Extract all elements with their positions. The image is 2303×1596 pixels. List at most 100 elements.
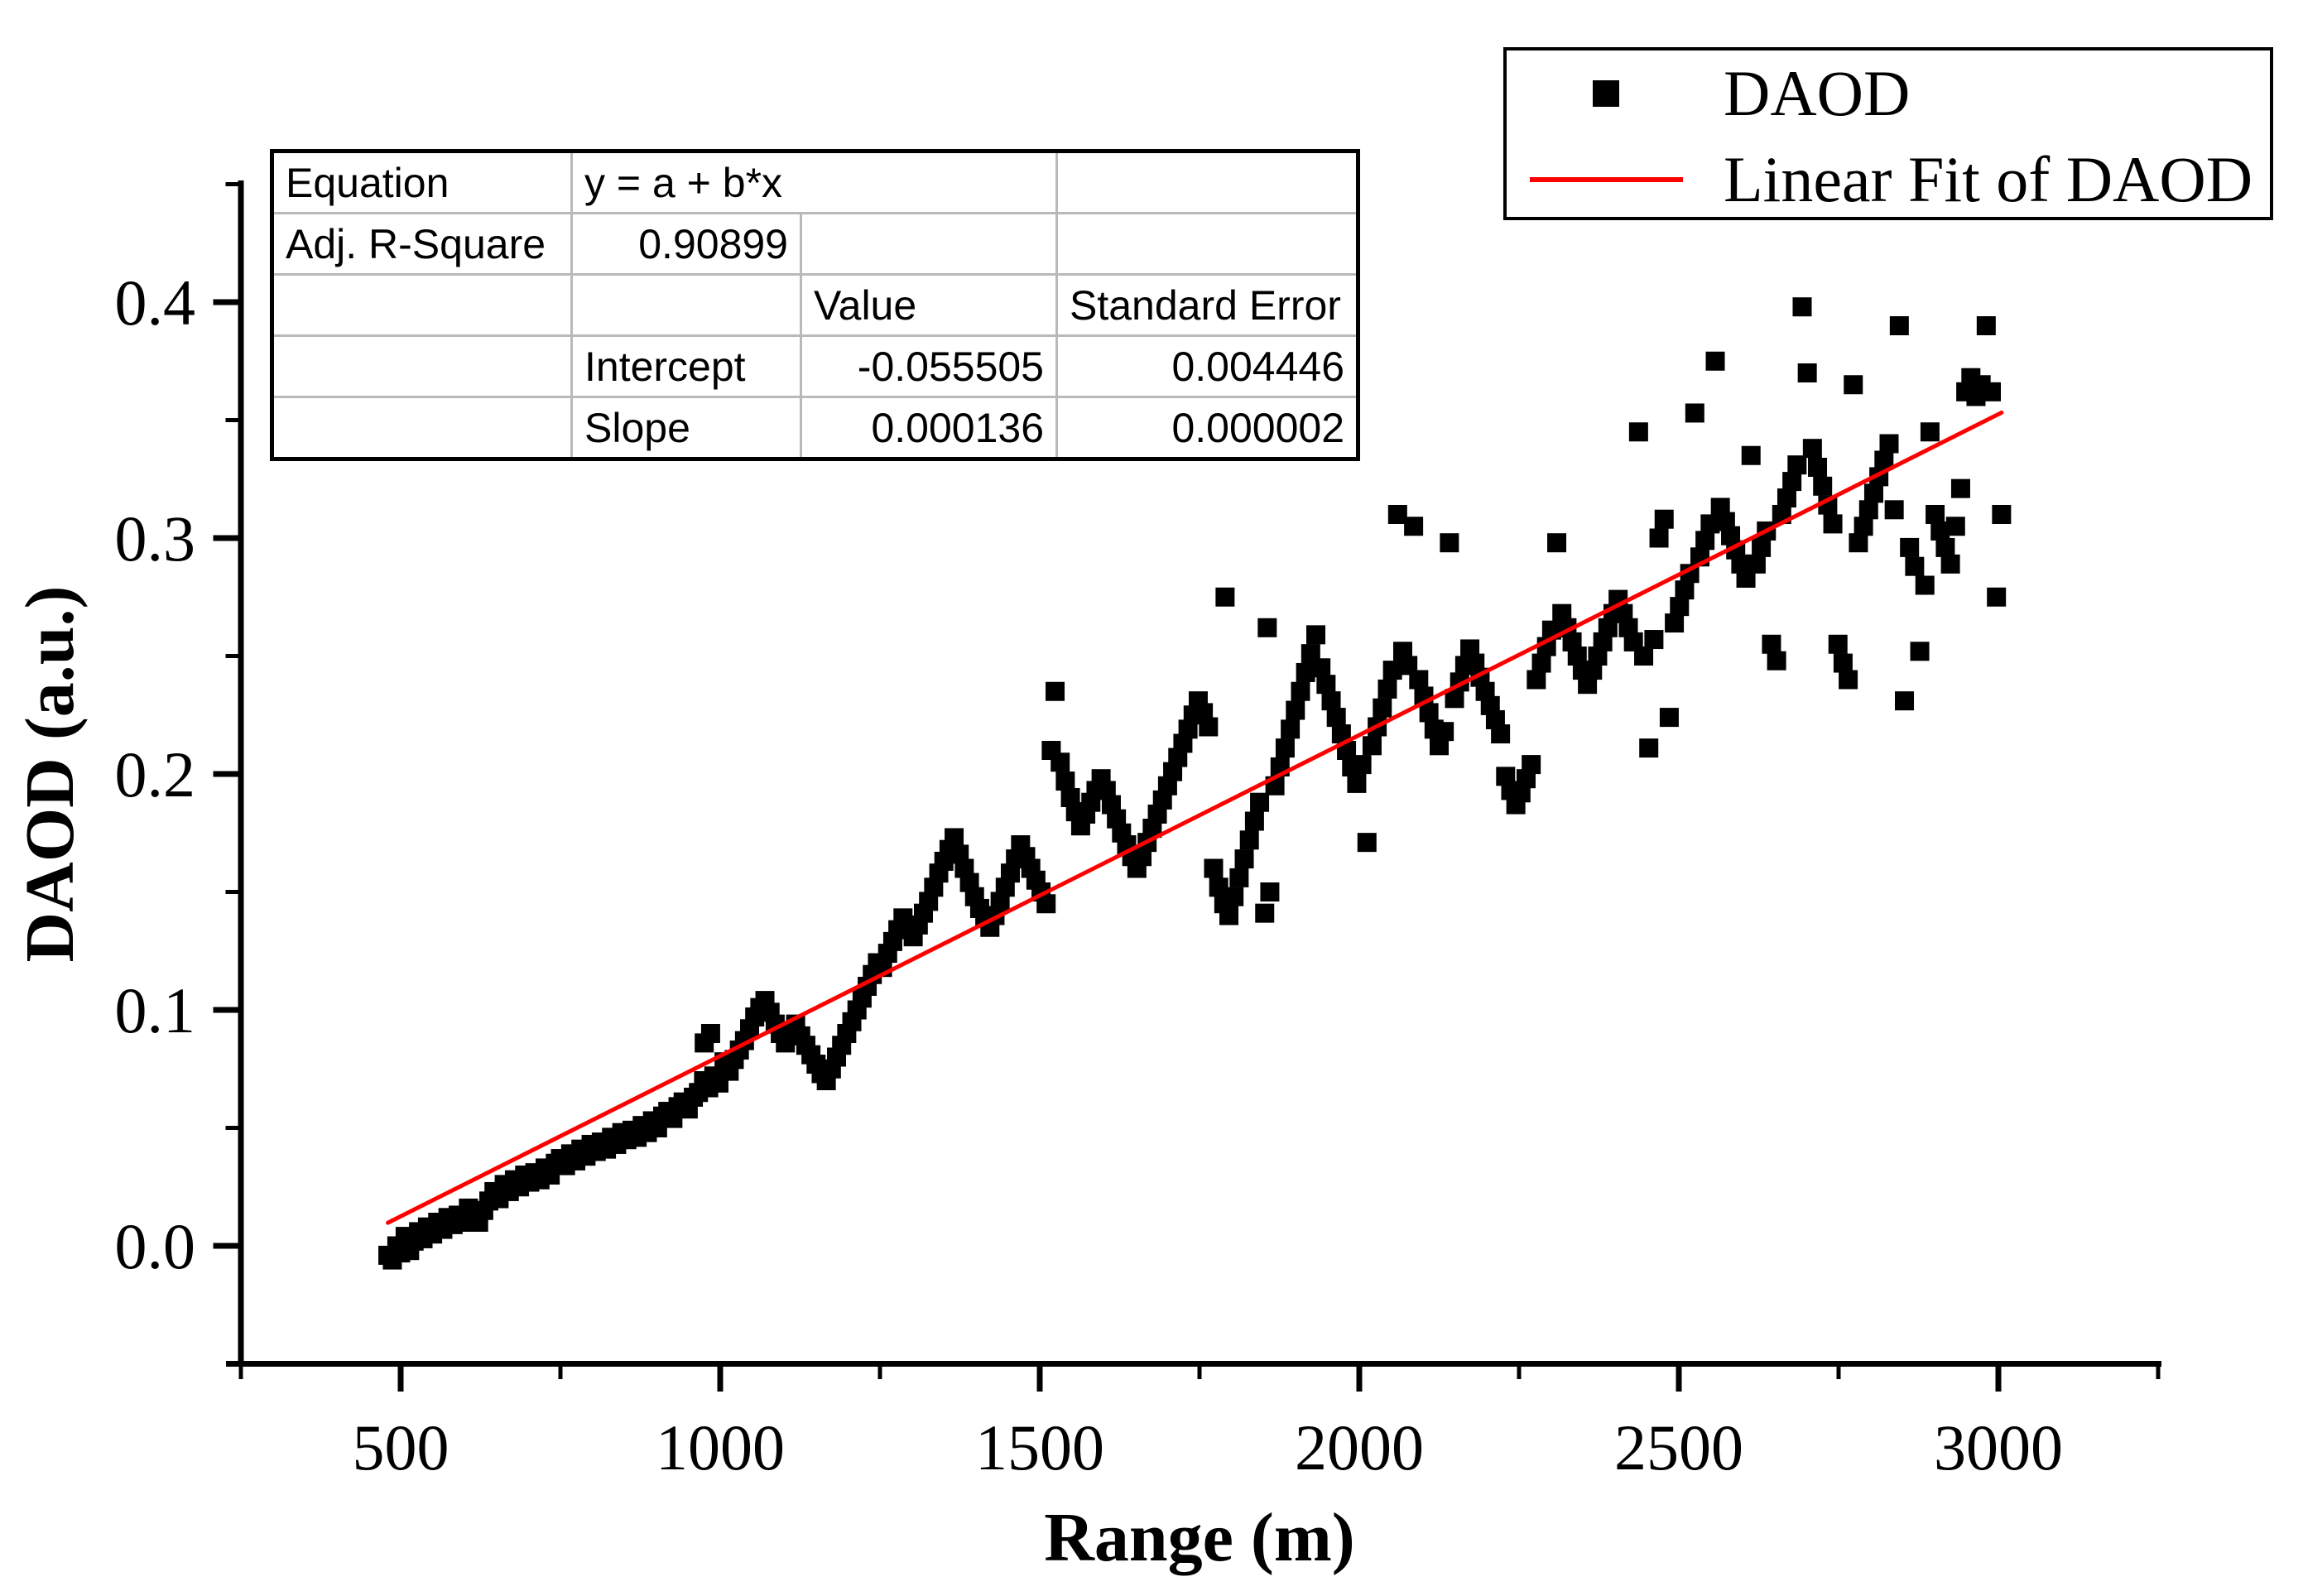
data-point [1777, 488, 1796, 508]
data-point [1950, 478, 1970, 498]
y-tick-label: 0.4 [115, 267, 196, 339]
legend-label: Linear Fit of DAOD [1724, 143, 2253, 215]
data-point [1219, 906, 1239, 925]
tick-labels: 500 1000 1500 2000 2500 3000 0.0 0.1 0.2 0.3 0.4 [115, 267, 2064, 1483]
data-point [1659, 708, 1679, 728]
data-point [1260, 882, 1280, 901]
stat-value: 0.90899 [570, 212, 802, 276]
table-row: Equation y = a + b*x [271, 150, 1359, 214]
stat-label [271, 273, 573, 337]
scatter-series-daod [378, 297, 2012, 1270]
data-point [1858, 500, 1878, 520]
data-point [1286, 700, 1305, 720]
data-point [1700, 514, 1720, 534]
data-point [1823, 514, 1843, 534]
y-axis-title: DAOD (a.u.) [12, 586, 89, 963]
data-point [1306, 625, 1326, 645]
data-point [1291, 681, 1310, 701]
data-point [1250, 792, 1270, 812]
stat-value: y = a + b*x [570, 150, 1058, 214]
data-point [1257, 618, 1277, 637]
data-point [1675, 580, 1695, 600]
data-point [700, 1024, 720, 1043]
data-point [1296, 662, 1315, 682]
data-point [1644, 630, 1664, 650]
data-point [1895, 691, 1915, 711]
data-point [1639, 738, 1659, 758]
data-point [1244, 811, 1264, 831]
data-point [1209, 877, 1228, 897]
data-point [1055, 772, 1075, 791]
legend-label: DAOD [1724, 57, 1911, 129]
data-point [1440, 533, 1459, 553]
data-point [1813, 476, 1833, 496]
data-point [1362, 736, 1382, 756]
square-marker-icon [1593, 80, 1619, 107]
data-point [1900, 537, 1920, 557]
data-point [1905, 556, 1925, 576]
data-point [1920, 422, 1940, 442]
data-point [1224, 887, 1244, 906]
data-point [1046, 681, 1065, 701]
data-point [1377, 679, 1397, 699]
table-row: Slope 0.000136 0.000002 [271, 396, 1359, 460]
data-point [1419, 703, 1439, 723]
data-point [1255, 903, 1275, 923]
data-point [1321, 691, 1341, 711]
data-point [1204, 858, 1224, 878]
data-point [1839, 670, 1858, 690]
x-tick-label: 3000 [1934, 1411, 2063, 1483]
table-row: Value Standard Error [271, 273, 1359, 337]
x-tick-label: 2500 [1614, 1411, 1743, 1483]
data-point [1665, 613, 1685, 633]
data-point [1930, 521, 1950, 541]
data-point [1326, 708, 1346, 728]
fit-stats-table: Equation y = a + b*x Adj. R-Square 0.908… [270, 149, 1360, 461]
y-tick-label: 0.0 [115, 1210, 196, 1282]
stat-label: Slope [570, 396, 802, 460]
data-point [1695, 531, 1715, 550]
y-tick-label: 0.3 [115, 502, 196, 574]
data-point [1522, 755, 1541, 775]
tick-marks [213, 182, 2161, 1392]
data-point [1945, 517, 1965, 536]
data-point [1926, 505, 1945, 524]
data-point [1685, 403, 1704, 423]
legend-symbol-area [1507, 177, 1705, 182]
data-point [1234, 849, 1254, 869]
data-point [1752, 537, 1772, 557]
data-point [1331, 724, 1351, 744]
data-point [1649, 528, 1669, 548]
data-point [1940, 554, 1960, 574]
stat-label: Intercept [570, 334, 802, 398]
legend-symbol-area [1507, 80, 1705, 107]
stat-label [271, 334, 573, 398]
data-point [1404, 517, 1424, 536]
data-point [945, 828, 964, 848]
data-point [1915, 575, 1935, 595]
column-header-stderr: Standard Error [1055, 273, 1359, 337]
data-point [1879, 434, 1899, 454]
data-point [1797, 363, 1817, 382]
data-point [1229, 868, 1249, 887]
data-point [1987, 587, 2007, 607]
data-point [1281, 719, 1301, 739]
data-point [1976, 316, 1996, 335]
y-tick-label: 0.2 [115, 738, 196, 810]
y-tick-label: 0.1 [115, 974, 196, 1046]
data-point [1992, 505, 2012, 524]
data-point [1347, 773, 1367, 793]
data-point [1634, 647, 1654, 666]
stat-label [271, 396, 573, 460]
stat-value [800, 212, 1058, 276]
data-point [1051, 752, 1070, 772]
data-point [1435, 722, 1454, 742]
slope-stderr: 0.000002 [1055, 396, 1359, 460]
data-point [1833, 653, 1853, 673]
stat-value [1055, 212, 1359, 276]
data-point [1802, 439, 1822, 459]
data-point [1670, 597, 1690, 617]
data-point [1705, 351, 1725, 371]
